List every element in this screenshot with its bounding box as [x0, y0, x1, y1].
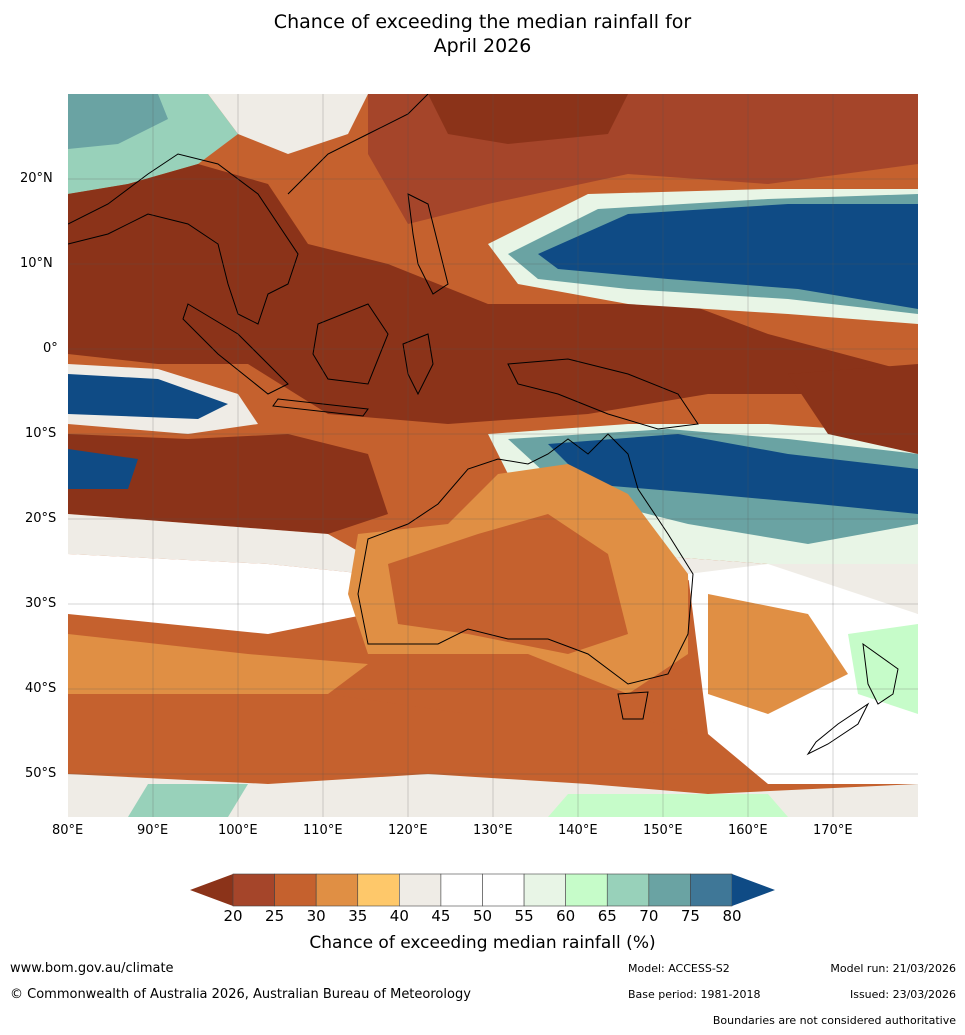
footer-issued: Issued: 23/03/2026 — [849, 988, 956, 1001]
footer-disclaimer: Boundaries are not considered authoritat… — [712, 1014, 956, 1027]
colorbar-tick-label: 60 — [556, 907, 576, 925]
colorbar-segment — [274, 873, 317, 907]
region-equatorial-dry — [68, 164, 918, 424]
colorbar-tick-label: 30 — [306, 907, 326, 925]
lat-label-10n: 10°N — [20, 256, 53, 271]
lon-label-160e: 160°E — [728, 823, 768, 838]
tasmania-coast — [617, 691, 649, 720]
colorbar-segment — [399, 873, 442, 907]
colorbar-tick-label: 35 — [348, 907, 368, 925]
colorbar-tick-label: 65 — [597, 907, 617, 925]
lat-label-30s: 30°S — [25, 596, 57, 611]
nz-south-coast — [806, 702, 870, 756]
lat-label-20n: 20°N — [20, 171, 53, 186]
lon-label-90e: 90°E — [137, 823, 169, 838]
footer-website: www.bom.gov.au/climate — [10, 961, 174, 976]
colorbar-tick-label: 40 — [389, 907, 409, 925]
lat-label-50s: 50°S — [25, 766, 57, 781]
colorbar-segment — [690, 873, 733, 907]
footer-copyright: © Commonwealth of Australia 2026, Austra… — [10, 987, 471, 1002]
colorbar-segment — [648, 873, 691, 907]
region-australia-drier — [388, 514, 628, 654]
lon-label-140e: 140°E — [558, 823, 598, 838]
region-tasman-dry — [708, 594, 848, 714]
colorbar-segment — [482, 873, 525, 907]
colorbar-over-arrow — [732, 874, 775, 906]
footer-base-period: Base period: 1981-2018 — [628, 988, 761, 1001]
colorbar-segment — [565, 873, 608, 907]
colorbar-tick-label: 20 — [223, 907, 243, 925]
lon-label-130e: 130°E — [473, 823, 513, 838]
lon-label-150e: 150°E — [643, 823, 683, 838]
region-far-south-green — [548, 794, 788, 817]
philippines-coast — [407, 193, 449, 295]
colorbar-segments — [232, 873, 733, 907]
lat-label-0: 0° — [43, 341, 58, 356]
map-title-line1: Chance of exceeding the median rainfall … — [273, 11, 692, 33]
map-title-line2: April 2026 — [433, 35, 532, 57]
java-coast — [272, 398, 369, 417]
borneo-coast — [312, 303, 389, 385]
coastlines — [68, 94, 899, 756]
lon-label-110e: 110°E — [303, 823, 343, 838]
lat-label-10s: 10°S — [25, 426, 57, 441]
colorbar-segment — [440, 873, 483, 907]
sulawesi-coast — [402, 333, 434, 396]
region-nw-wetter — [68, 94, 168, 149]
nz-north-coast — [862, 642, 899, 705]
region-sw-ocean-dry — [68, 634, 368, 694]
region-north-neutral — [208, 94, 368, 154]
lat-label-40s: 40°S — [25, 681, 57, 696]
australia-coast — [357, 433, 694, 685]
colorbar-tick-label: 25 — [265, 907, 285, 925]
lon-label-120e: 120°E — [388, 823, 428, 838]
colorbar-segment — [523, 873, 566, 907]
colorbar-tick-label: 80 — [722, 907, 742, 925]
lon-label-80e: 80°E — [52, 823, 84, 838]
footer-model-run: Model run: 21/03/2026 — [830, 962, 956, 975]
lon-label-100e: 100°E — [218, 823, 258, 838]
colorbar-segment — [232, 873, 275, 907]
colorbar-segment — [357, 873, 400, 907]
colorbar — [190, 873, 775, 907]
colorbar-tick-label: 50 — [472, 907, 493, 925]
region-far-south-wet — [128, 784, 248, 817]
rainfall-map — [68, 94, 918, 817]
region-sw-pacific-dry — [788, 364, 918, 454]
region-east-nz-wet — [848, 624, 918, 714]
colorbar-under-arrow — [190, 874, 233, 906]
region-npac-very-wet — [538, 204, 918, 309]
region-sio-dry — [68, 434, 388, 534]
colorbar-tick-label: 70 — [639, 907, 659, 925]
colorbar-tick-label: 55 — [514, 907, 534, 925]
colorbar-tick-label: 45 — [431, 907, 451, 925]
region-coral-very-wet — [548, 434, 918, 514]
new-guinea-coast — [507, 358, 699, 430]
asia-coast — [68, 94, 429, 325]
region-southern-ocean-dry — [68, 684, 688, 784]
lon-label-170e: 170°E — [813, 823, 853, 838]
colorbar-segment — [606, 873, 650, 907]
region-io-very-wet — [68, 374, 228, 419]
region-sio-wet-spot — [68, 449, 138, 489]
colorbar-segment — [315, 873, 359, 907]
colorbar-tick-label: 75 — [680, 907, 700, 925]
colorbar-title: Chance of exceeding median rainfall (%) — [309, 933, 656, 953]
lat-label-20s: 20°S — [25, 511, 57, 526]
graticule — [68, 94, 918, 817]
region-sio-white — [68, 554, 368, 634]
footer-model: Model: ACCESS-S2 — [628, 962, 730, 975]
